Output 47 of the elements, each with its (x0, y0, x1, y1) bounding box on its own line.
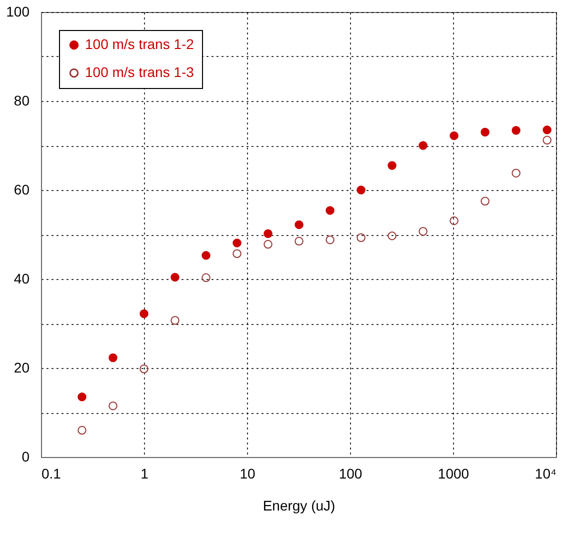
point (294, 236, 304, 246)
point (232, 249, 242, 258)
y-tick-label: 60 (14, 182, 30, 198)
y-tick-label: 80 (14, 92, 30, 108)
point (108, 401, 118, 410)
point (78, 392, 86, 402)
point (108, 353, 118, 362)
x-tick-label: 1 (140, 466, 149, 482)
point (480, 196, 490, 206)
y-tick-label: 20 (14, 360, 30, 376)
legend-label: 100 m/s trans 1-3 (85, 64, 194, 80)
point (512, 168, 520, 178)
x-tick-label: 10 (240, 466, 256, 482)
x-tick-label: 0.1 (42, 466, 62, 482)
point (356, 233, 366, 242)
point (294, 220, 304, 230)
point (542, 136, 552, 145)
point (264, 229, 272, 238)
point (140, 309, 148, 318)
point (170, 316, 180, 325)
point (356, 186, 366, 194)
point (170, 272, 180, 282)
point (202, 251, 210, 260)
point (202, 273, 210, 282)
legend-label: 100 m/s trans 1-2 (85, 36, 194, 52)
point (326, 235, 334, 244)
point (140, 364, 148, 374)
y-tick-label: 40 (14, 270, 30, 286)
x-tick-label: 1000 (438, 466, 470, 482)
point (264, 240, 272, 249)
y-tick-label: 100 (6, 4, 30, 20)
x-tick-label: 100 (338, 466, 362, 482)
y-tick-label: 0 (22, 448, 30, 464)
point (78, 426, 86, 435)
point (542, 126, 552, 134)
point (418, 227, 428, 236)
point (480, 128, 490, 137)
point (326, 206, 334, 215)
point (232, 238, 242, 248)
x-tick-label: 10⁴ (534, 466, 556, 482)
point (418, 141, 428, 150)
point (450, 131, 458, 140)
point (388, 161, 396, 170)
x-axis-title: Energy (uJ) (262, 498, 336, 514)
point (450, 216, 458, 226)
point (512, 126, 520, 135)
point (388, 231, 396, 240)
